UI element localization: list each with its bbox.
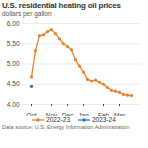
svg-text:4.00: 4.00 (7, 101, 20, 108)
html-text:2022-23: 2022-23 (46, 116, 70, 123)
html-text:U.S. residential heating oil p: U.S. residential heating oil prices (2, 1, 121, 10)
svg-text:Feb: Feb (98, 112, 110, 116)
svg-text:4.50: 4.50 (7, 80, 20, 87)
svg-text:Nov: Nov (46, 112, 58, 116)
html-text:Data source: U.S. Energy Infor: Data source: U.S. Energy Information Adm… (2, 124, 130, 130)
svg-text:6.00: 6.00 (7, 20, 20, 27)
html-text:dollars per gallon: dollars per gallon (2, 10, 52, 17)
html-text:2023-24: 2023-24 (92, 116, 116, 123)
svg-text:Dec: Dec (62, 112, 74, 116)
svg-text:5.50: 5.50 (7, 40, 20, 47)
svg-text:Jan: Jan (78, 112, 89, 116)
svg-text:5.00: 5.00 (7, 60, 20, 67)
svg-text:Mar: Mar (114, 112, 126, 116)
svg-text:Oct: Oct (26, 112, 36, 116)
